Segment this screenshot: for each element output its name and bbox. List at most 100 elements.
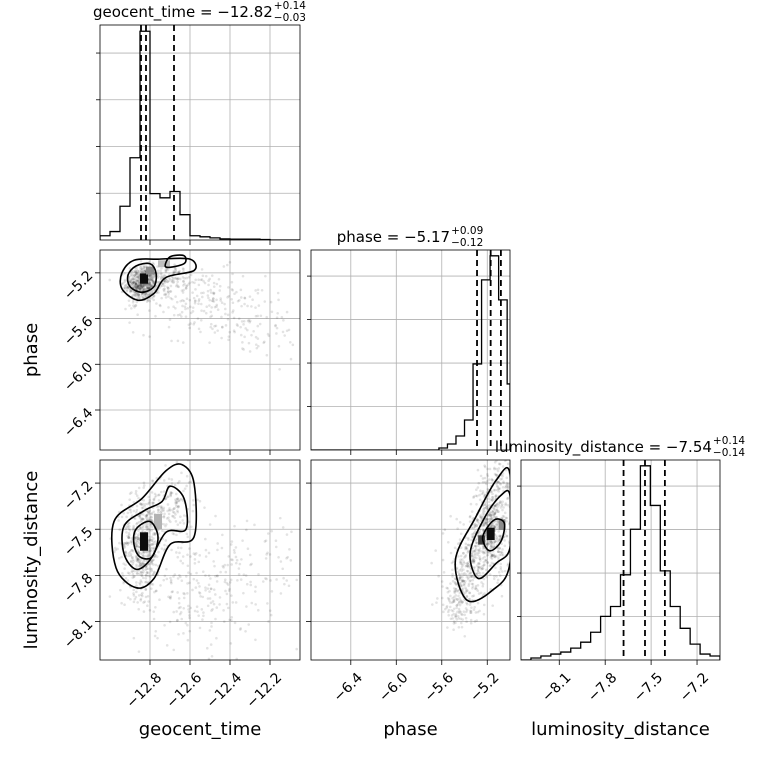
sample-point [135, 286, 138, 290]
sample-point [226, 317, 230, 321]
sample-point [156, 280, 159, 284]
sample-point [152, 546, 156, 550]
sample-point [182, 267, 185, 271]
sample-point [148, 283, 151, 286]
sample-point [144, 293, 148, 296]
sample-point [458, 596, 462, 600]
sample-point [199, 594, 202, 598]
sample-point [225, 581, 229, 585]
sample-point [483, 563, 486, 566]
sample-point [132, 304, 135, 307]
sample-point [492, 554, 495, 557]
sample-point [465, 601, 468, 605]
sample-point [465, 575, 469, 579]
sample-point [217, 277, 221, 281]
sample-point [159, 269, 162, 273]
sample-point [236, 299, 240, 303]
sample-point [496, 480, 499, 483]
sample-point [496, 488, 499, 492]
sample-point [225, 592, 229, 596]
sample-point [505, 483, 509, 487]
sample-point [147, 553, 151, 557]
sample-point [484, 522, 487, 525]
sample-point [453, 590, 456, 593]
sample-point [131, 300, 135, 304]
sample-point [169, 578, 173, 582]
sample-point [150, 278, 154, 282]
phase-vs-luminosity_distance-frame [310, 459, 511, 661]
sample-point [482, 552, 486, 555]
sample-point [179, 605, 182, 609]
sample-point [496, 469, 500, 473]
sample-point [469, 575, 472, 579]
contours-geocent_time-vs-phase [119, 254, 197, 302]
sample-point [135, 285, 138, 289]
sample-point [189, 305, 192, 309]
sample-point [328, 585, 331, 588]
sample-point [162, 310, 165, 314]
sample-point [254, 335, 258, 339]
sample-point [461, 618, 465, 621]
sample-point [479, 519, 483, 523]
sample-point [493, 504, 496, 507]
sample-point [140, 580, 143, 584]
sample-point [479, 566, 483, 569]
phase-vs-luminosity_distance-grid [311, 460, 510, 660]
sample-point [199, 319, 203, 322]
sample-point [242, 591, 245, 595]
sample-point [150, 519, 154, 522]
sample-point [122, 286, 126, 290]
sample-point [130, 283, 134, 286]
sample-point [133, 284, 137, 287]
sample-point [492, 542, 496, 545]
sample-point [306, 576, 309, 579]
sample-point [442, 610, 445, 614]
sample-point [150, 274, 153, 277]
sample-point [207, 283, 210, 287]
sample-point [466, 602, 469, 606]
sample-point [483, 506, 487, 510]
sample-point [135, 565, 138, 569]
sample-point [175, 533, 178, 537]
sample-point [430, 561, 433, 565]
sample-point [139, 579, 143, 582]
sample-point [184, 302, 188, 306]
sample-point [170, 478, 174, 481]
sample-point [118, 556, 121, 560]
sample-point [209, 315, 212, 319]
sample-point [492, 553, 496, 556]
sample-point [166, 509, 169, 513]
sample-point [144, 576, 148, 580]
sample-point [497, 480, 500, 484]
sample-point [147, 284, 150, 288]
sample-point [454, 614, 457, 618]
sample-point [164, 464, 167, 467]
sample-point [142, 517, 145, 521]
sample-point [150, 561, 154, 564]
sample-point [492, 544, 496, 548]
sample-point [468, 579, 472, 583]
sample-point [490, 539, 494, 543]
sample-point [470, 557, 474, 561]
x-axis-label-phase: phase [383, 719, 437, 740]
sample-point [455, 606, 458, 610]
sample-point [252, 329, 255, 333]
sample-point [136, 275, 140, 279]
sample-point [200, 309, 203, 312]
sample-point [268, 609, 272, 612]
sample-point [483, 503, 487, 507]
sample-point [134, 272, 138, 276]
sample-point [248, 295, 252, 298]
sample-point [141, 517, 144, 521]
sample-point [266, 332, 270, 336]
sample-point [482, 550, 486, 553]
sample-point [149, 276, 153, 280]
sample-point [453, 591, 457, 595]
sample-point [490, 554, 493, 558]
sample-point [138, 297, 141, 300]
sample-point [468, 597, 472, 601]
sample-point [475, 519, 479, 523]
sample-point [502, 480, 505, 484]
sample-point [171, 514, 174, 518]
sample-point [466, 564, 470, 568]
